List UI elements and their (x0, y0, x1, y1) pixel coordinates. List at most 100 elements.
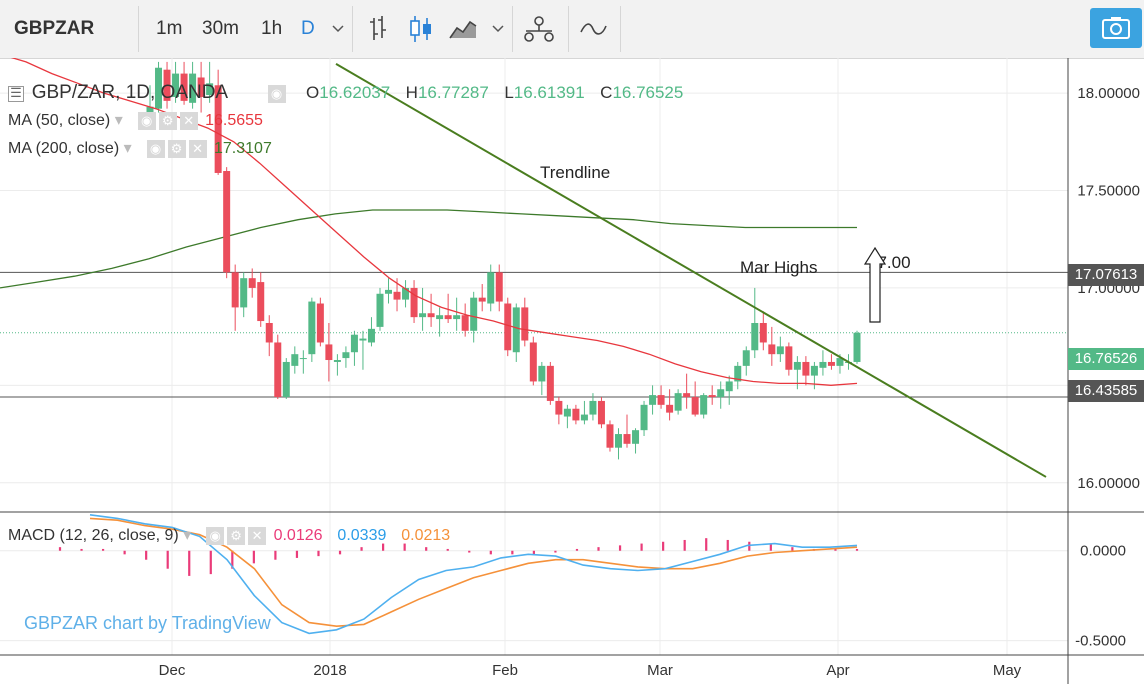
candle-body (461, 315, 469, 331)
close-value: 16.76525 (612, 83, 684, 102)
price-tick-label: 16.00000 (1077, 475, 1140, 492)
low-value: 16.61391 (513, 83, 585, 102)
candle-body (666, 404, 674, 413)
candle-body (836, 358, 844, 366)
candle-body (308, 301, 316, 355)
eye-icon[interactable]: ◉ (146, 139, 165, 158)
candle-body (657, 395, 665, 405)
candle-body (172, 73, 180, 97)
candle-body (410, 287, 418, 318)
ma200-value: 17.3107 (214, 140, 272, 157)
macd-hist-value: 0.0126 (273, 527, 323, 544)
candle-body (725, 381, 733, 392)
resistance-price-label: 17.07613 (1068, 264, 1144, 286)
ma200-line (0, 209, 857, 289)
candle-body (742, 350, 750, 366)
x-tick-label: May (993, 662, 1022, 679)
toolbar-divider (138, 6, 139, 52)
snapshot-button[interactable] (1090, 8, 1142, 48)
interval-d-button[interactable]: D (301, 18, 315, 39)
horizontal-levels (0, 271, 1068, 398)
candle-body (768, 344, 776, 355)
candle-body (402, 287, 410, 300)
candle-body (316, 303, 324, 343)
candle-body (223, 171, 231, 273)
interval-1m-button[interactable]: 1m (156, 18, 183, 39)
price-tick-label: 17.50000 (1077, 182, 1140, 199)
indicators-icon[interactable] (522, 12, 556, 46)
ma200-legend: MA (200, close) ▾ ◉ ⚙ ✕ 17.3107 (8, 138, 272, 158)
support-price-label: 16.43585 (1068, 380, 1144, 402)
ma50-value: 16.5655 (205, 112, 263, 129)
candle-body (580, 414, 588, 421)
toolbar-divider (512, 6, 513, 52)
eye-icon[interactable]: ◉ (206, 526, 225, 545)
candle-body (265, 322, 273, 343)
eye-icon[interactable]: ◉ (137, 111, 156, 130)
close-icon[interactable]: ✕ (179, 111, 198, 130)
x-tick-label: Mar (647, 662, 673, 679)
axes: Dec 2018 Feb Mar Apr May18.0000017.5000017.00… (159, 85, 1140, 679)
macd-line-value: 0.0339 (337, 527, 387, 544)
candle-body (674, 393, 682, 411)
candles (146, 61, 861, 460)
macd-line-path (89, 514, 858, 635)
camera-icon (1102, 17, 1130, 39)
chevron-down-icon[interactable] (490, 12, 506, 46)
candle-body (504, 303, 512, 351)
candle-body (206, 83, 214, 96)
candle-body (802, 361, 810, 376)
eye-icon[interactable]: ◉ (267, 84, 286, 103)
area-style-icon[interactable] (448, 12, 478, 46)
bar-style-icon[interactable] (366, 12, 390, 46)
close-icon[interactable]: ✕ (248, 526, 267, 545)
candle-body (614, 434, 622, 448)
candle-style-icon[interactable] (408, 12, 434, 46)
candle-body (521, 307, 529, 341)
candle-body (819, 361, 827, 368)
open-value: 16.62037 (319, 83, 391, 102)
symbol-button[interactable]: GBPZAR (14, 18, 95, 39)
ma50-line (10, 58, 858, 386)
chevron-down-icon[interactable]: ▾ (183, 527, 192, 544)
gear-icon[interactable]: ⚙ (167, 139, 186, 158)
candle-body (444, 315, 452, 320)
candle-body (853, 332, 861, 362)
candle-body (734, 365, 742, 382)
trendline-label: Trendline (540, 163, 610, 182)
candle-body (427, 313, 435, 318)
candle-body (436, 315, 444, 320)
chevron-down-icon[interactable]: ▾ (114, 112, 123, 129)
x-tick-label: Apr (826, 662, 849, 679)
chevron-down-icon[interactable] (330, 12, 346, 46)
ma50-label: MA (50, close) (8, 112, 111, 129)
candle-body (776, 346, 784, 355)
candle-body (453, 315, 461, 320)
close-icon[interactable]: ✕ (188, 139, 207, 158)
toolbar-divider (352, 6, 353, 52)
interval-30m-button[interactable]: 30m (202, 18, 239, 39)
interval-1h-button[interactable]: 1h (261, 18, 283, 39)
gear-icon[interactable]: ⚙ (227, 526, 246, 545)
open-label: O (306, 83, 320, 102)
chart-area[interactable]: Dec 2018 Feb Mar Apr May18.0000017.5000017.00… (0, 58, 1144, 684)
candle-body (810, 365, 818, 376)
main-legend: ☰ GBP/ZAR, 1D, OANDA ◉ O16.62037 H16.772… (8, 82, 683, 104)
candle-body (146, 106, 154, 117)
trendline[interactable] (335, 62, 1047, 478)
candle-body (478, 297, 486, 302)
ma200-label: MA (200, close) (8, 140, 120, 157)
close-label: C (600, 83, 613, 102)
macd-tick-label: -0.5000 (1075, 633, 1126, 650)
chevron-down-icon[interactable]: ▾ (123, 140, 132, 157)
collapse-icon[interactable]: ☰ (8, 85, 24, 102)
candle-body (751, 322, 759, 351)
candle-body (487, 272, 495, 304)
candle-body (393, 291, 401, 300)
candle-body (623, 434, 631, 444)
compare-icon[interactable] (578, 12, 608, 46)
candle-body (214, 85, 222, 173)
candle-body (555, 400, 563, 415)
candle-body (683, 393, 691, 398)
gear-icon[interactable]: ⚙ (158, 111, 177, 130)
